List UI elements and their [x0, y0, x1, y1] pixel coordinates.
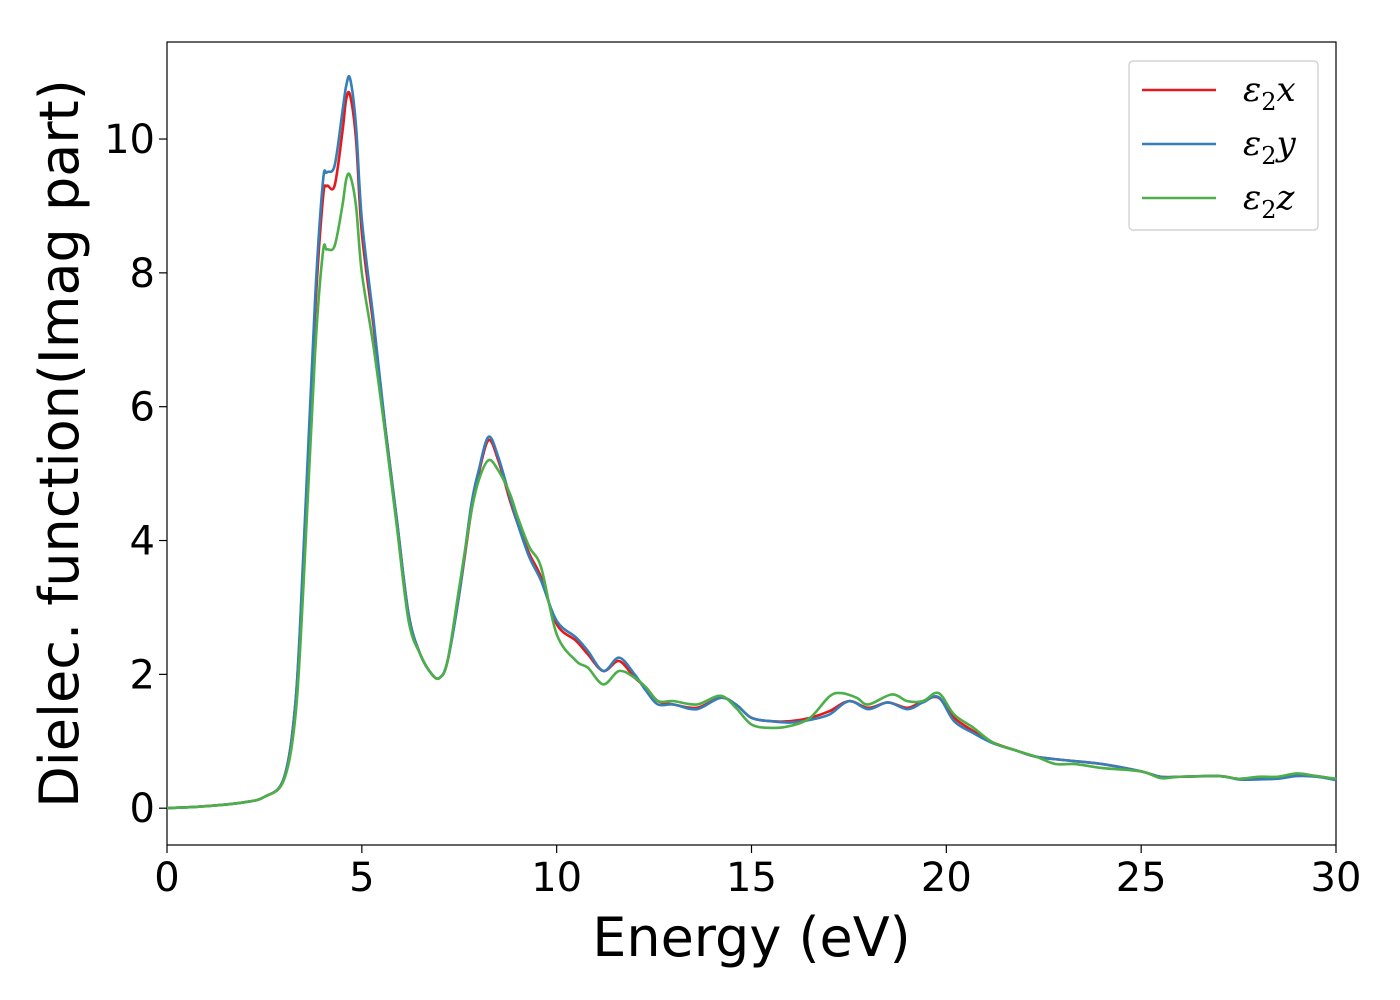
y-tick-label: 0 — [130, 786, 155, 832]
legend-label-variable: y — [1275, 124, 1297, 164]
y-tick-label: 2 — [130, 652, 155, 698]
legend-label-variable: z — [1276, 178, 1296, 218]
legend-label-base: ε — [1243, 70, 1261, 110]
legend-label: ε2x — [1243, 70, 1296, 116]
x-tick-label: 10 — [531, 855, 582, 901]
y-tick-label: 10 — [104, 117, 155, 163]
legend-label: ε2y — [1243, 124, 1297, 170]
y-tick-label: 8 — [130, 251, 155, 297]
legend-label-subscript: 2 — [1261, 88, 1276, 116]
x-tick-label: 20 — [921, 855, 972, 901]
legend-label-base: ε — [1243, 124, 1261, 164]
x-tick-label: 30 — [1311, 855, 1362, 901]
y-tick-label: 4 — [130, 519, 155, 565]
legend-box — [1128, 60, 1319, 231]
series-group — [166, 74, 1337, 810]
legend-label-variable: x — [1277, 70, 1296, 110]
legend-label: ε2z — [1243, 178, 1296, 224]
x-tick-label: 5 — [349, 855, 374, 901]
x-tick-label: 25 — [1116, 855, 1167, 901]
x-axis-title: Energy (eV) — [592, 906, 911, 969]
x-tick-label: 0 — [154, 855, 179, 901]
legend-label-subscript: 2 — [1261, 142, 1276, 170]
y-axis-title: Dielec. function(Imag part) — [28, 79, 91, 808]
x-tick-label: 15 — [726, 855, 777, 901]
y-axis: 0 2 4 6 8 10 — [104, 117, 167, 832]
legend-label-subscript: 2 — [1261, 196, 1276, 224]
series-line-z — [166, 172, 1337, 810]
y-tick-label: 6 — [130, 385, 155, 431]
legend-label-base: ε — [1243, 178, 1261, 218]
x-axis: 0 5 10 15 20 25 30 — [154, 845, 1361, 901]
